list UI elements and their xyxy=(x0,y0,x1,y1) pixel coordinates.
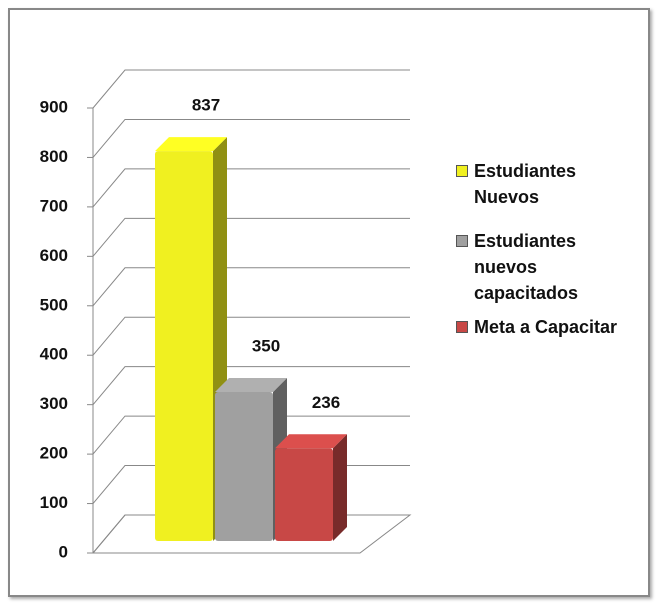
legend-label: Meta a Capacitar xyxy=(474,317,618,337)
grid-line xyxy=(92,69,410,109)
y-tick-label: 700 xyxy=(40,196,68,215)
data-label: 350 xyxy=(252,336,280,355)
bar xyxy=(275,434,347,541)
bar-top xyxy=(155,137,227,152)
grid-line xyxy=(92,366,410,405)
y-tick-label: 400 xyxy=(40,345,68,364)
data-label: 837 xyxy=(192,96,220,115)
y-tick-label: 100 xyxy=(40,493,68,512)
y-tick-label: 300 xyxy=(40,394,68,413)
y-tick-label: 200 xyxy=(40,444,68,463)
legend-label: Estudiantes nuevos capacitados xyxy=(474,231,579,303)
grid-line xyxy=(92,217,410,257)
legend-swatch xyxy=(456,321,468,333)
legend-label: Estudiantes Nuevos xyxy=(474,161,577,207)
data-label: 236 xyxy=(312,393,340,412)
legend-entry: Estudiantes nuevos capacitados xyxy=(452,228,594,306)
bar-top xyxy=(215,377,287,392)
grid-line xyxy=(92,118,410,158)
legend-swatch xyxy=(456,235,468,247)
chart-frame xyxy=(8,8,650,597)
legend-entry: Estudiantes Nuevos xyxy=(452,158,594,210)
bar-front xyxy=(155,151,213,541)
legend-entry: Meta a Capacitar xyxy=(452,314,657,340)
grid-line xyxy=(92,415,410,455)
grid-line xyxy=(92,168,410,208)
bar-front xyxy=(215,391,273,541)
y-tick-label: 600 xyxy=(40,246,68,265)
y-tick-label: 500 xyxy=(40,295,68,314)
y-tick-label: 800 xyxy=(40,147,68,166)
y-tick-label: 900 xyxy=(40,97,68,116)
grid-line xyxy=(92,316,410,356)
bar-front xyxy=(275,448,333,541)
bar-top xyxy=(275,434,347,449)
y-tick-label: 0 xyxy=(59,542,68,561)
legend: Estudiantes Nuevos Estudiantes nuevos cap… xyxy=(452,158,657,358)
grid-line xyxy=(92,267,410,307)
bar-side xyxy=(333,434,347,541)
legend-swatch xyxy=(456,165,468,177)
